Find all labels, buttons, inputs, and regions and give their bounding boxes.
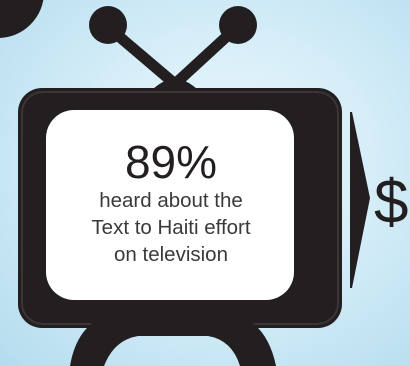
screen-text: 89% heard about the Text to Haiti effort… xyxy=(60,138,282,267)
tv-icon xyxy=(18,6,342,366)
tv-stand xyxy=(70,312,276,366)
arrow-right-icon xyxy=(350,112,370,288)
corner-circle-decoration xyxy=(0,0,44,38)
dollar-sign: $ xyxy=(374,168,409,237)
antenna-icon xyxy=(89,6,257,92)
stat-description-line-2: Text to Haiti effort xyxy=(91,216,251,239)
stat-description-line-3: on television xyxy=(114,243,228,266)
stat-value: 89% xyxy=(124,136,218,188)
tv-screen xyxy=(46,110,294,300)
stat-description-line-1: heard about the xyxy=(99,189,243,212)
